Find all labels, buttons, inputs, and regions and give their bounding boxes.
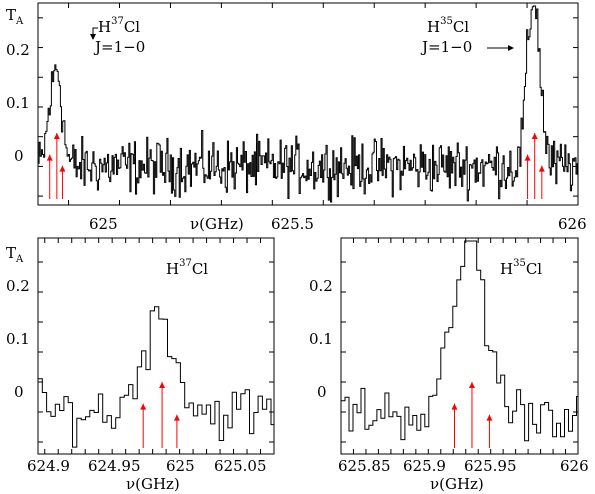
top-xtick-label: 625.5: [271, 215, 314, 233]
bl-ytick-label: 0.2: [6, 277, 30, 295]
top-ytick-label: 0.2: [6, 41, 30, 59]
top-spectrum-line: [38, 5, 578, 203]
top-annot-h35cl: H35Cl: [427, 16, 469, 36]
bl-hfs-arrows: [140, 382, 180, 448]
br-hfs-arrows: [451, 382, 493, 448]
br-title: H35Cl: [500, 258, 542, 278]
bl-xtick-label: 624.9: [27, 457, 70, 475]
top-annot-h37cl-arrowhead: [90, 34, 96, 40]
br-spectrum-line: [341, 240, 578, 442]
br-frame: [340, 237, 579, 455]
br-ytick-label: 0: [317, 383, 327, 401]
bl-xtick-label: 625: [166, 457, 195, 475]
hfs-arrowhead: [59, 165, 66, 172]
top-ytick-label: 0.1: [6, 94, 30, 112]
bl-title: H37Cl: [166, 258, 208, 278]
top-ytick-label: 0: [14, 147, 24, 165]
top-xtick-label: 626: [558, 215, 587, 233]
bl-spectrum-line: [38, 306, 274, 448]
br-ytick-label: 0.2: [309, 277, 333, 295]
br-xtick-label: 625.85: [338, 457, 391, 475]
br-xlabel: ν(GHz): [430, 475, 484, 493]
br-xtick-label: 625.95: [464, 457, 517, 475]
hfs-arrowhead: [486, 414, 493, 421]
hfs-arrowhead: [451, 403, 458, 410]
hfs-arrowhead: [140, 403, 147, 410]
bl-xlabel: ν(GHz): [126, 475, 180, 493]
br-ticks: [340, 238, 579, 454]
hfs-arrowhead: [531, 133, 538, 139]
hfs-arrowhead: [46, 154, 53, 161]
hfs-arrowhead: [53, 133, 60, 139]
hfs-arrowhead: [173, 414, 180, 421]
top-xtick-label: 625: [89, 215, 118, 233]
br-xtick-label: 626: [560, 457, 589, 475]
br-xtick-label: 625.9: [403, 457, 446, 475]
top-hfs-arrows: [46, 133, 545, 199]
top-ylabel: TA: [6, 6, 24, 27]
hfs-arrowhead: [524, 154, 531, 161]
panel-bottom-left: TA 0.2 0.1 0 624.9 624.95 625 625.05 ν(G…: [6, 237, 275, 493]
top-frame: [37, 2, 579, 206]
hfs-arrowhead: [468, 382, 475, 388]
top-ticks: [38, 3, 579, 205]
bl-xtick-label: 624.95: [88, 457, 141, 475]
bl-ylabel: TA: [6, 244, 24, 265]
panel-bottom-right: 0.2 0.1 0 625.85 625.9 625.95 626 ν(GHz)…: [309, 237, 589, 493]
hfs-arrowhead: [159, 382, 166, 388]
br-ytick-label: 0.1: [309, 330, 333, 348]
top-xlabel: ν(GHz): [190, 215, 244, 233]
bl-ticks: [38, 238, 275, 454]
hfs-arrowhead: [538, 165, 545, 172]
top-annot-h37cl-transition: J=1−0: [93, 38, 145, 56]
panel-top: TA 0.2 0.1 0 625 625.5 626 ν(GHz) H37Cl …: [6, 2, 587, 233]
bl-ytick-label: 0: [14, 383, 24, 401]
top-annot-h37cl: H37Cl: [98, 16, 140, 36]
top-annot-h35cl-transition: J=1−0: [420, 38, 472, 56]
bl-frame: [37, 237, 275, 455]
top-annot-h35cl-arrowhead: [508, 45, 514, 51]
bl-xtick-label: 625.05: [214, 457, 267, 475]
bl-ytick-label: 0.1: [6, 330, 30, 348]
